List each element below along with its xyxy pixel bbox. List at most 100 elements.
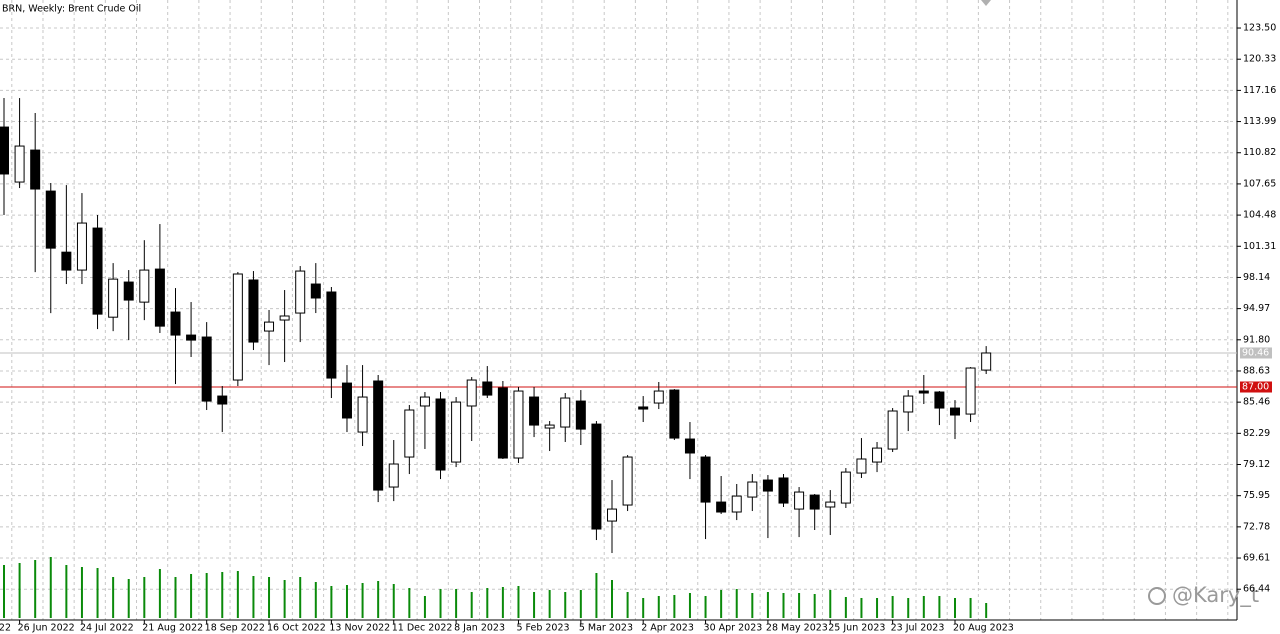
candle-body [809,494,820,510]
y-tick-label: 123.50 [1243,23,1276,34]
x-tick-label: 20 Aug 2023 [953,623,1014,634]
candle-body [404,409,415,458]
candle-body [108,278,119,318]
candle-body [529,396,540,426]
x-tick-label: 26 Jun 2022 [18,623,75,634]
candle-body [435,398,446,471]
shift-marker [981,0,991,6]
x-tick-label: 25 Jun 2023 [828,623,885,634]
candle-body [466,379,477,407]
candle-body [217,395,228,405]
candle-body [591,423,602,530]
y-tick-label: 85.46 [1243,397,1270,408]
candle-body [14,145,25,183]
y-tick-label: 113.99 [1243,116,1276,127]
candle-body [700,456,711,503]
x-tick-label: 18 Sep 2022 [205,623,265,634]
candle-body [373,380,384,491]
watermark: @Kary_t [1172,583,1259,608]
candle-body [544,424,555,429]
x-tick-label: 8 Jan 2023 [454,623,505,634]
candle-body [61,251,72,271]
candle-body [903,395,914,413]
x-tick-label: 5 Mar 2023 [579,623,633,634]
candle-body [513,390,524,459]
candle-body [918,390,929,394]
y-tick-label: 88.63 [1243,365,1270,376]
candle-body [154,268,165,327]
candle-body [310,283,321,299]
candle-body [840,471,851,504]
candle-body [264,321,275,332]
candle-body [123,281,134,301]
x-tick-label: 21 Aug 2022 [142,623,203,634]
y-tick-label: 101.31 [1243,241,1276,252]
chart-title: BRN, Weekly: Brent Crude Oil [2,4,141,15]
candle-body [45,190,56,249]
y-tick-label: 75.95 [1243,490,1270,501]
x-tick-label: 22 [0,623,11,634]
x-tick-label: 2 Apr 2023 [641,623,694,634]
candle-body [731,495,742,513]
watermark-icon [1148,587,1166,605]
y-tick-label: 94.97 [1243,303,1270,314]
y-tick-label: 82.29 [1243,428,1270,439]
y-tick-label: 66.44 [1243,584,1270,595]
x-tick-label: 16 Oct 2022 [267,623,326,634]
y-tick-label: 72.78 [1243,521,1270,532]
x-tick-label: 24 Jul 2022 [80,623,134,634]
level-label-box [1240,381,1272,393]
candle-body [295,270,306,314]
candle-body [388,463,399,488]
x-tick-label: 28 May 2023 [766,623,828,634]
x-tick-label: 11 Dec 2022 [392,623,453,634]
candle-body [482,381,493,396]
candle-body [201,336,212,402]
candle-body [949,407,960,416]
candle-body [762,479,773,492]
candle-body [778,477,789,504]
candle-body [607,508,618,522]
y-tick-label: 79.12 [1243,459,1270,470]
candle-body [326,291,337,379]
candle-body [76,222,87,271]
candle-body [716,501,727,513]
candle-body [887,410,898,450]
candle-body [139,269,150,303]
candle-body [981,352,992,371]
y-tick-label: 120.33 [1243,54,1276,65]
x-tick-label: 5 Feb 2023 [516,623,569,634]
y-tick-label: 91.80 [1243,334,1270,345]
candle-body [419,396,430,407]
candle-body [0,126,9,175]
bid-label: 90.46 [1242,347,1269,358]
candle-body [92,227,103,315]
y-tick-label: 69.61 [1243,553,1270,564]
candle-body [825,501,836,508]
candle-body [856,458,867,474]
candle-body [357,396,368,433]
y-tick-label: 110.82 [1243,147,1276,158]
candle-body [248,279,259,343]
x-tick-label: 13 Nov 2022 [329,623,390,634]
x-tick-label: 30 Apr 2023 [704,623,763,634]
candle-body [232,273,243,381]
candle-body [872,447,883,463]
candle-body [575,400,586,430]
candle-body [622,456,633,506]
bid-label-box [1240,347,1272,359]
y-tick-label: 98.14 [1243,272,1270,283]
candle-body [170,311,181,336]
candle-body [451,401,462,463]
candle-body [30,149,41,190]
candle-body [684,438,695,454]
y-tick-label: 117.16 [1243,85,1276,96]
candle-body [186,334,197,341]
x-tick-label: 23 Jul 2023 [891,623,945,634]
candle-body [794,491,805,510]
level-label: 87.00 [1242,382,1269,393]
candle-body [497,387,508,459]
candle-body [747,481,758,498]
